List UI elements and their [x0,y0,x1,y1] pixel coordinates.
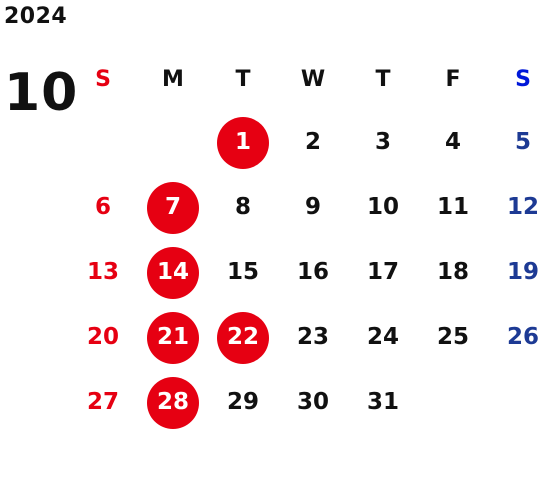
day-17: 17 [366,259,399,285]
day-8: 8 [234,194,251,220]
day-16: 16 [296,259,329,285]
weekday-sunday: S [95,67,111,92]
calendar-cell: 13 [68,240,138,305]
calendar-cell: 26 [488,305,548,370]
weekday-monday: M [162,67,184,92]
weekday-saturday: S [515,67,531,92]
calendar-cell: 7 [138,175,208,240]
day-11: 11 [436,194,469,220]
calendar-week-row: 6 7 8 9 10 11 12 [68,175,548,240]
day-29: 29 [226,389,259,415]
day-19: 19 [506,259,539,285]
day-18: 18 [436,259,469,285]
calendar-week-row: 1 2 3 4 5 [68,110,548,175]
calendar-cell: 11 [418,175,488,240]
weekday-thursday: T [375,67,391,92]
calendar-cell: 10 [348,175,418,240]
calendar-body: 1 2 3 4 5 6 7 8 9 10 11 12 13 14 15 16 17 18 19 20 21 22 23 24 2… [68,110,548,435]
calendar-week-row: 27 28 29 30 31 [68,370,548,435]
day-24: 24 [366,324,399,350]
day-5: 5 [514,129,531,155]
calendar-cell: 31 [348,370,418,435]
day-27: 27 [86,389,119,415]
day-30: 30 [296,389,329,415]
calendar-cell: 16 [278,240,348,305]
calendar-cell: 2 [278,110,348,175]
day-3: 3 [374,129,391,155]
calendar-cell: 30 [278,370,348,435]
calendar-cell: 21 [138,305,208,370]
calendar-empty-cell [488,370,548,435]
day-4: 4 [444,129,461,155]
day-20: 20 [86,324,119,350]
highlighted-day-28: 28 [147,376,199,429]
calendar-empty-cell [138,110,208,175]
highlighted-day-14: 14 [147,246,199,299]
day-23: 23 [296,324,329,350]
calendar-cell: 5 [488,110,548,175]
calendar-empty-cell [418,370,488,435]
calendar-cell: 15 [208,240,278,305]
calendar-cell: 6 [68,175,138,240]
calendar-week-row: 13 14 15 16 17 18 19 [68,240,548,305]
calendar-cell: 1 [208,110,278,175]
calendar-cell: 17 [348,240,418,305]
day-6: 6 [94,194,111,220]
calendar-cell: 29 [208,370,278,435]
calendar-cell: 9 [278,175,348,240]
highlighted-day-22: 22 [217,311,269,364]
calendar-cell: 14 [138,240,208,305]
calendar-cell: 28 [138,370,208,435]
weekday-tuesday: T [235,67,251,92]
day-26: 26 [506,324,539,350]
calendar-cell: 27 [68,370,138,435]
calendar-cell: 18 [418,240,488,305]
day-15: 15 [226,259,259,285]
weekday-wednesday: W [300,67,326,92]
day-10: 10 [366,194,399,220]
calendar-cell: 25 [418,305,488,370]
calendar-cell: 12 [488,175,548,240]
month-number: 10 [4,63,79,123]
highlighted-day-21: 21 [147,311,199,364]
calendar-week-row: 20 21 22 23 24 25 26 [68,305,548,370]
day-12: 12 [506,194,539,220]
calendar-cell: 8 [208,175,278,240]
day-13: 13 [86,259,119,285]
day-25: 25 [436,324,469,350]
highlighted-day-7: 7 [147,181,199,234]
day-31: 31 [366,389,399,415]
calendar-cell: 23 [278,305,348,370]
calendar-cell: 22 [208,305,278,370]
calendar-cell: 20 [68,305,138,370]
calendar-cell: 19 [488,240,548,305]
calendar-empty-cell [68,110,138,175]
calendar-cell: 24 [348,305,418,370]
highlighted-day-1: 1 [217,116,269,169]
weekday-friday: F [445,67,461,92]
calendar-cell: 4 [418,110,488,175]
calendar-cell: 3 [348,110,418,175]
day-9: 9 [304,194,321,220]
day-2: 2 [304,129,321,155]
year-label: 2024 [4,4,68,29]
